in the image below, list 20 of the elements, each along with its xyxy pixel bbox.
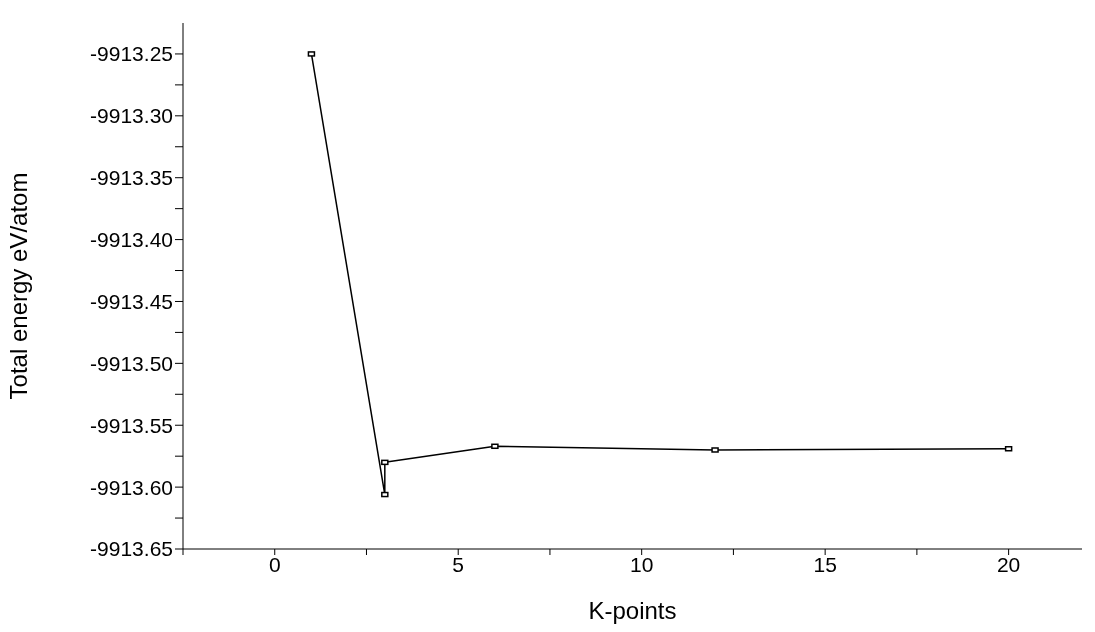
y-tick-label: -9913.50 xyxy=(90,351,173,375)
x-tick-label: 15 xyxy=(813,552,837,576)
x-tick-label: 10 xyxy=(629,552,654,576)
point xyxy=(491,443,499,450)
y-tick-label: -9913.65 xyxy=(90,537,173,561)
y-tick-label: -9913.45 xyxy=(90,289,173,313)
point xyxy=(381,459,389,466)
x-axis-title: K-points xyxy=(588,597,677,624)
y-tick-label: -9913.35 xyxy=(90,166,173,190)
point xyxy=(381,491,389,498)
point xyxy=(711,447,719,453)
x-tick-label: 20 xyxy=(996,552,1021,576)
x-tick-label: 5 xyxy=(452,552,465,576)
y-tick-label: -9913.25 xyxy=(90,42,173,66)
y-tick-label: -9913.30 xyxy=(90,104,173,128)
y-tick-label: -9913.40 xyxy=(90,228,173,252)
y-tick-label: -9913.60 xyxy=(90,475,173,499)
y-axis-title: Total energy eV/atom xyxy=(4,172,32,400)
y-tick-label: -9913.55 xyxy=(90,413,173,437)
x-tick-label: 0 xyxy=(268,552,281,576)
